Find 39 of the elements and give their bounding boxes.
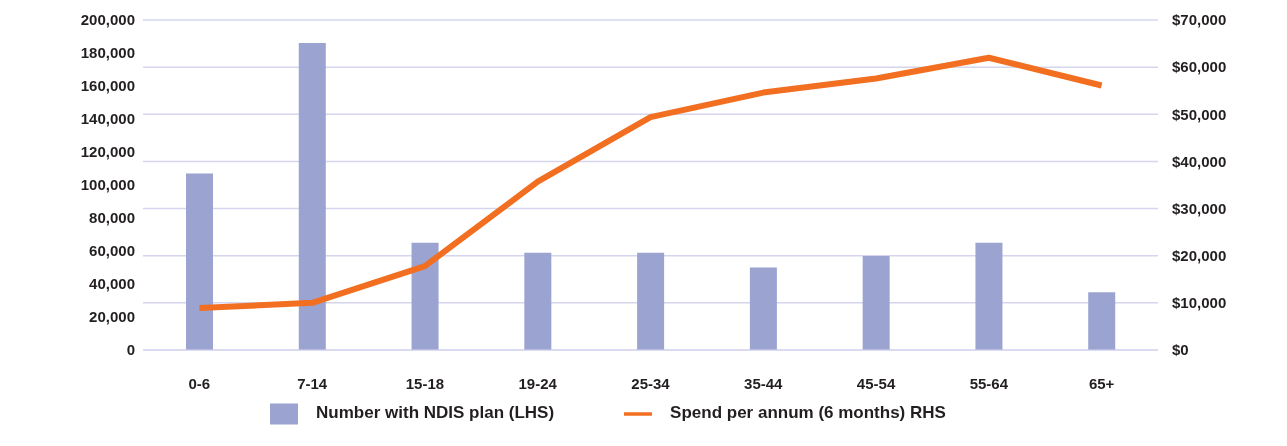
y-tick-label: 0: [126, 341, 135, 359]
y2-tick-label: $40,000: [1172, 152, 1227, 170]
y2-tick-label: $60,000: [1172, 58, 1227, 76]
x-tick-label: 65+: [1088, 374, 1115, 392]
y-tick-label: 180,000: [80, 44, 135, 62]
y2-tick-label: $70,000: [1172, 11, 1227, 29]
x-tick-label: 15-18: [405, 374, 445, 392]
bar: [1088, 292, 1116, 350]
bar: [637, 252, 665, 350]
bar: [524, 252, 552, 350]
bar: [862, 255, 890, 350]
y-tick-label: 80,000: [89, 209, 135, 227]
bar: [186, 173, 213, 350]
bar: [411, 242, 439, 350]
bar: [749, 267, 777, 350]
y2-tick-label: $10,000: [1172, 294, 1227, 312]
y-tick-label: 100,000: [80, 176, 135, 194]
y-tick-label: 200,000: [80, 11, 135, 29]
y-tick-label: 60,000: [89, 242, 135, 260]
y-tick-label: 160,000: [80, 77, 135, 95]
y-tick-label: 20,000: [89, 308, 135, 326]
x-tick-label: 35-44: [744, 374, 784, 392]
y2-tick-label: $20,000: [1172, 247, 1227, 265]
y2-tick-label: $0: [1172, 341, 1189, 359]
x-tick-label: 25-34: [631, 374, 671, 392]
y-tick-label: 140,000: [80, 110, 135, 128]
bar: [298, 43, 326, 350]
bar: [975, 242, 1003, 350]
y2-tick-label: $30,000: [1172, 199, 1227, 217]
x-tick-label: 45-54: [856, 374, 896, 392]
y-tick-label: 120,000: [80, 143, 135, 161]
legend-label: Number with NDIS plan (LHS): [316, 402, 555, 422]
y2-tick-label: $50,000: [1172, 105, 1227, 123]
x-tick-label: 7-14: [297, 374, 328, 392]
x-tick-label: 19-24: [518, 374, 558, 392]
y-tick-label: 40,000: [89, 275, 135, 293]
x-tick-label: 55-64: [969, 374, 1009, 392]
x-tick-label: 0-6: [188, 374, 211, 392]
legend-label: Spend per annum (6 months) RHS: [670, 402, 946, 422]
